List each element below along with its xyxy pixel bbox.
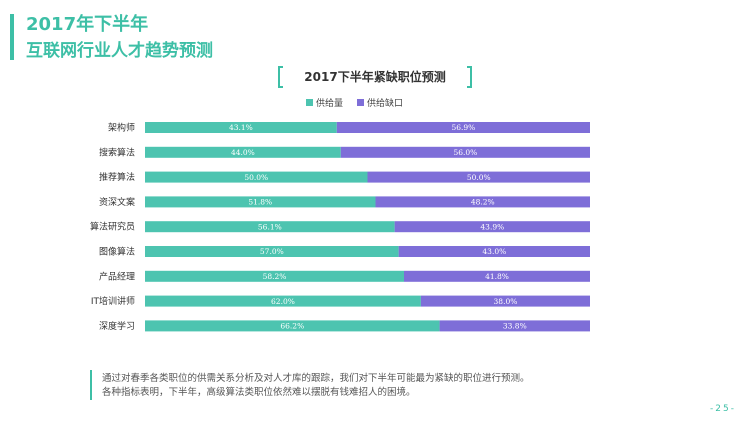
value-label-gap: 56.0% [453, 148, 477, 157]
bar-supply [145, 270, 404, 282]
footer-note: 通过对春季各类职位的供需关系分析及对人才库的跟踪，我们对下半年可能最为紧缺的职位… [102, 372, 530, 400]
bar-supply [145, 246, 399, 257]
category-label: IT培训讲师 [91, 295, 135, 307]
value-label-supply: 50.0% [244, 173, 268, 182]
page-number: -25- [710, 404, 736, 414]
value-label-supply: 51.8% [248, 198, 272, 207]
footer-note-line1: 通过对春季各类职位的供需关系分析及对人才库的跟踪，我们对下半年可能最为紧缺的职位… [102, 373, 530, 384]
value-label-gap: 43.9% [480, 222, 504, 231]
footer-note-line2: 各种指标表明，下半年，高级算法类职位依然难以摆脱有钱难招人的困境。 [102, 387, 416, 398]
bar-gap [367, 171, 590, 183]
value-label-gap: 33.8% [503, 322, 527, 331]
value-label-supply: 58.2% [263, 272, 287, 281]
category-label: 产品经理 [99, 270, 135, 282]
bar-supply [145, 196, 376, 208]
value-label-gap: 38.0% [494, 297, 518, 306]
value-label-supply: 44.0% [231, 148, 255, 157]
bar-gap [336, 122, 590, 133]
chart-legend: 供给量 供给缺口 [306, 96, 403, 109]
bracket-right [467, 66, 472, 88]
bar-supply [145, 146, 341, 158]
category-label: 推荐算法 [99, 171, 135, 183]
legend-swatch-supply [306, 99, 313, 106]
legend-item-supply: 供给量 [306, 96, 343, 109]
footer-accent-bar [90, 370, 92, 400]
chart-title: 2017下半年紧缺职位预测 [304, 70, 446, 84]
value-label-supply: 62.0% [271, 297, 295, 306]
header-accent-bar [10, 14, 14, 60]
value-label-supply: 56.1% [258, 222, 282, 231]
category-label: 架构师 [108, 122, 135, 134]
bar-supply [145, 221, 395, 233]
value-label-supply: 66.2% [280, 322, 304, 331]
legend-label-supply: 供给量 [316, 99, 344, 109]
value-label-gap: 43.0% [482, 247, 506, 256]
category-label: 算法研究员 [90, 221, 135, 233]
bar-gap [375, 196, 590, 208]
value-label-gap: 41.8% [485, 272, 509, 281]
page-title: 互联网行业人才趋势预测 [26, 41, 213, 61]
legend-item-gap: 供给缺口 [357, 96, 403, 109]
bar-supply [145, 320, 440, 332]
bar-supply [145, 295, 421, 307]
category-label: 搜索算法 [99, 146, 135, 158]
value-label-gap: 56.9% [451, 123, 475, 132]
bar-gap [403, 270, 590, 282]
bar-gap [439, 320, 590, 332]
bar-gap [420, 295, 590, 307]
value-label-supply: 57.0% [260, 247, 284, 256]
legend-label-gap: 供给缺口 [367, 99, 404, 109]
bar-gap [340, 146, 590, 158]
page-title-year: 2017年下半年 [26, 14, 149, 35]
value-label-supply: 43.1% [229, 123, 253, 132]
bar-supply [145, 171, 368, 183]
legend-swatch-gap [357, 99, 365, 106]
value-label-gap: 48.2% [471, 198, 495, 207]
category-label: 资深文案 [99, 196, 135, 208]
bar-gap [398, 246, 590, 257]
chart-title-box: 2017下半年紧缺职位预测 [278, 66, 472, 88]
bar-gap [394, 221, 590, 233]
value-label-gap: 50.0% [467, 173, 491, 182]
bar-supply [145, 122, 337, 133]
category-label: 图像算法 [99, 246, 135, 258]
category-label: 深度学习 [99, 320, 135, 332]
stacked-bar-chart: 架构师 43.1% 56.9% 搜索算法 44.0% 56.0% 推荐算法 50.0% 50.0… [90, 122, 590, 332]
bracket-left [278, 66, 283, 88]
